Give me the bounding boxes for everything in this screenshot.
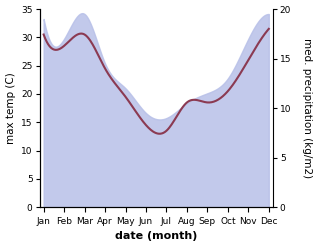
Y-axis label: max temp (C): max temp (C) — [5, 72, 16, 144]
X-axis label: date (month): date (month) — [115, 231, 197, 242]
Y-axis label: med. precipitation (kg/m2): med. precipitation (kg/m2) — [302, 38, 313, 178]
